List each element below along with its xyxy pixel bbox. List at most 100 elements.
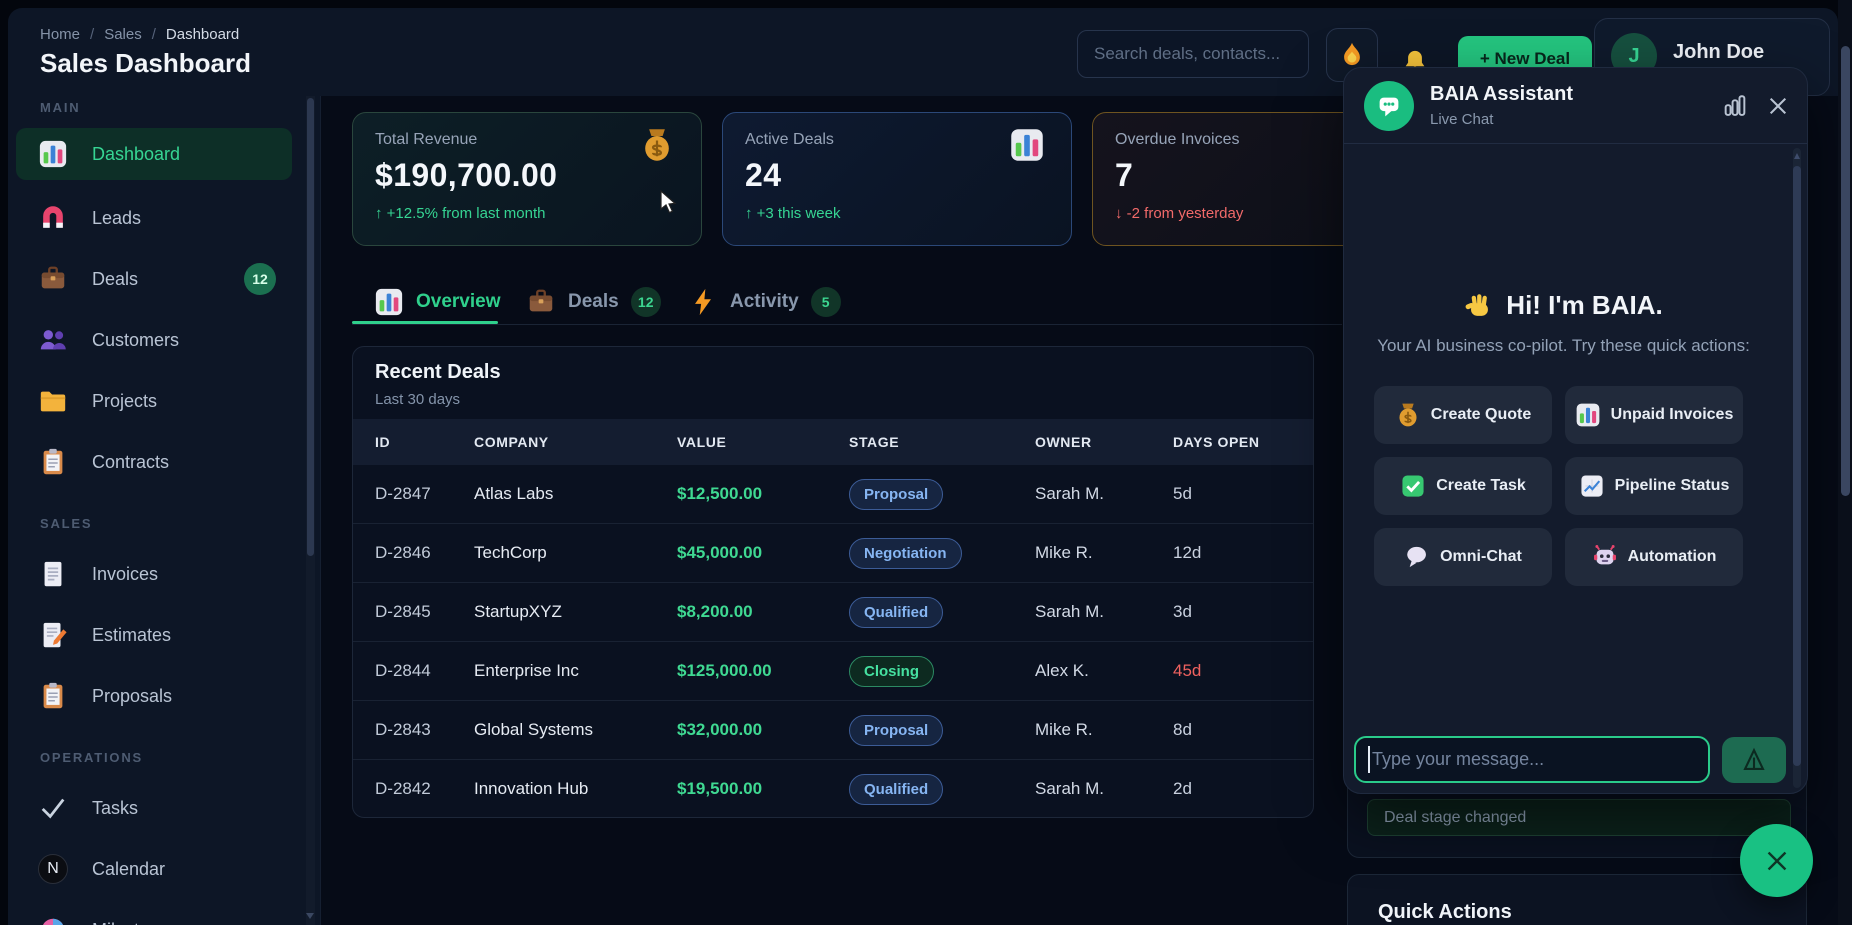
quick-action-create-quote[interactable]: Create Quote <box>1374 386 1552 444</box>
memo-pencil-icon <box>38 620 68 650</box>
quick-action-unpaid-invoices[interactable]: Unpaid Invoices <box>1565 386 1743 444</box>
page-scrollbar-thumb[interactable] <box>1841 46 1850 496</box>
table-row[interactable]: D-2842 Innovation Hub $19,500.00 Qualifi… <box>353 760 1313 817</box>
text-caret <box>1368 746 1370 773</box>
chat-launcher-close-button[interactable] <box>1740 824 1813 897</box>
lightning-icon <box>688 287 718 317</box>
send-button[interactable] <box>1722 737 1786 783</box>
stat-card-total-revenue[interactable]: Total Revenue $190,700.00 ↑ +12.5% from … <box>352 112 702 246</box>
sidebar-scrollbar-thumb[interactable] <box>307 98 314 556</box>
money-bag-icon <box>1395 402 1421 428</box>
baia-chat-panel: BAIA Assistant Live Chat Hi! I'm BAIA. Y… <box>1343 67 1808 794</box>
sidebar-item-milestones[interactable]: Milestones <box>16 904 292 925</box>
close-icon[interactable] <box>1765 93 1791 119</box>
chat-header: BAIA Assistant Live Chat <box>1344 68 1807 144</box>
activity-item[interactable]: Deal stage changed <box>1367 799 1791 836</box>
chat-title: BAIA Assistant <box>1430 83 1573 105</box>
table-row[interactable]: D-2846 TechCorp $45,000.00 Negotiation M… <box>353 524 1313 583</box>
checkmark-icon <box>38 793 68 823</box>
sidebar-item-dashboard[interactable]: Dashboard <box>16 128 292 180</box>
sidebar-item-customers[interactable]: Customers <box>16 314 292 366</box>
user-name: John Doe <box>1673 41 1765 63</box>
sidebar-section-operations: OPERATIONS <box>40 750 143 765</box>
scroll-down-arrow-icon[interactable] <box>306 913 314 919</box>
page-title: Sales Dashboard <box>40 48 251 78</box>
search-input[interactable] <box>1077 30 1309 78</box>
table-row[interactable]: D-2845 StartupXYZ $8,200.00 Qualified Sa… <box>353 583 1313 642</box>
breadcrumb-home[interactable]: Home <box>40 26 81 43</box>
stat-value: 7 <box>1115 157 1134 193</box>
sidebar-section-main: MAIN <box>40 100 81 115</box>
bar-chart-icon <box>1009 127 1045 163</box>
sidebar-item-label: Dashboard <box>92 143 181 164</box>
stage-badge: Qualified <box>849 773 944 805</box>
quick-action-pipeline-status[interactable]: Pipeline Status <box>1565 457 1743 515</box>
stat-delta: ↑ +3 this week <box>745 205 841 222</box>
n-circle-icon: N <box>38 854 68 884</box>
fire-icon <box>1338 41 1366 69</box>
sidebar-item-calendar[interactable]: N Calendar <box>16 843 292 895</box>
table-header-row: ID COMPANY VALUE STAGE OWNER DAYS OPEN <box>353 419 1313 465</box>
recent-deals-title: Recent Deals <box>375 361 501 383</box>
chat-bubble-icon <box>1374 91 1404 121</box>
stage-badge: Closing <box>849 655 934 687</box>
tab-overview[interactable]: Overview <box>374 284 501 320</box>
sidebar-item-contracts[interactable]: Contracts <box>16 436 292 488</box>
active-tab-underline <box>352 321 498 324</box>
stat-value: $190,700.00 <box>375 157 558 193</box>
send-icon <box>1741 747 1767 773</box>
breadcrumb: Home / Sales / Dashboard <box>40 26 240 43</box>
chat-greeting: Hi! I'm BAIA. <box>1344 290 1783 321</box>
briefcase-icon <box>526 287 556 317</box>
sidebar-item-estimates[interactable]: Estimates <box>16 609 292 661</box>
check-square-icon <box>1400 473 1426 499</box>
stage-badge: Negotiation <box>849 537 962 569</box>
milestone-icon <box>38 915 68 925</box>
stat-card-active-deals[interactable]: Active Deals 24 ↑ +3 this week <box>722 112 1072 246</box>
bar-chart-icon <box>374 287 404 317</box>
tab-badge: 12 <box>630 287 661 317</box>
chat-subtitle: Live Chat <box>1430 111 1494 128</box>
quick-action-create-task[interactable]: Create Task <box>1374 457 1552 515</box>
document-icon <box>38 559 68 589</box>
tab-badge: 5 <box>810 287 841 317</box>
stat-delta: ↓ -2 from yesterday <box>1115 205 1244 222</box>
recent-deals-card: Recent Deals Last 30 days ID COMPANY VAL… <box>352 346 1314 818</box>
clipboard-icon <box>38 447 68 477</box>
sidebar-item-proposals[interactable]: Proposals <box>16 670 292 722</box>
stage-badge: Proposal <box>849 478 944 510</box>
waving-hand-icon <box>1464 291 1494 321</box>
table-row[interactable]: D-2847 Atlas Labs $12,500.00 Proposal Sa… <box>353 465 1313 524</box>
breadcrumb-current: Dashboard <box>165 26 240 43</box>
breadcrumb-sales[interactable]: Sales <box>104 26 142 43</box>
chat-stats-icon[interactable] <box>1722 93 1748 119</box>
stage-badge: Qualified <box>849 596 944 628</box>
sidebar-item-tasks[interactable]: Tasks <box>16 782 292 834</box>
close-icon <box>1762 846 1792 876</box>
sidebar-item-deals[interactable]: Deals 12 <box>16 253 292 305</box>
chat-scrollbar-thumb[interactable] <box>1793 166 1801 766</box>
bar-chart-icon <box>38 139 68 169</box>
quick-actions-card: Quick Actions <box>1347 874 1807 925</box>
recent-deals-subtitle: Last 30 days <box>375 391 461 408</box>
scroll-up-arrow-icon[interactable] <box>1794 153 1800 159</box>
page-scrollbar[interactable] <box>1838 0 1852 925</box>
tab-activity[interactable]: Activity 5 <box>688 284 841 320</box>
sidebar-item-leads[interactable]: Leads <box>16 192 292 244</box>
tab-deals[interactable]: Deals 12 <box>526 284 661 320</box>
clipboard-icon <box>38 681 68 711</box>
sidebar-item-projects[interactable]: Projects <box>16 375 292 427</box>
chat-intro: Your AI business co-pilot. Try these qui… <box>1377 336 1750 355</box>
stat-delta: ↑ +12.5% from last month <box>375 205 546 222</box>
chat-message-input[interactable] <box>1354 736 1710 783</box>
table-row[interactable]: D-2843 Global Systems $32,000.00 Proposa… <box>353 701 1313 760</box>
sidebar-scrollbar[interactable] <box>306 96 315 925</box>
sidebar-section-sales: SALES <box>40 516 93 531</box>
speech-balloon-icon <box>1404 544 1430 570</box>
sidebar-item-invoices[interactable]: Invoices <box>16 548 292 600</box>
stat-value: 24 <box>745 157 782 193</box>
quick-action-omni-chat[interactable]: Omni-Chat <box>1374 528 1552 586</box>
robot-icon <box>1592 544 1618 570</box>
quick-action-automation[interactable]: Automation <box>1565 528 1743 586</box>
table-row[interactable]: D-2844 Enterprise Inc $125,000.00 Closin… <box>353 642 1313 701</box>
